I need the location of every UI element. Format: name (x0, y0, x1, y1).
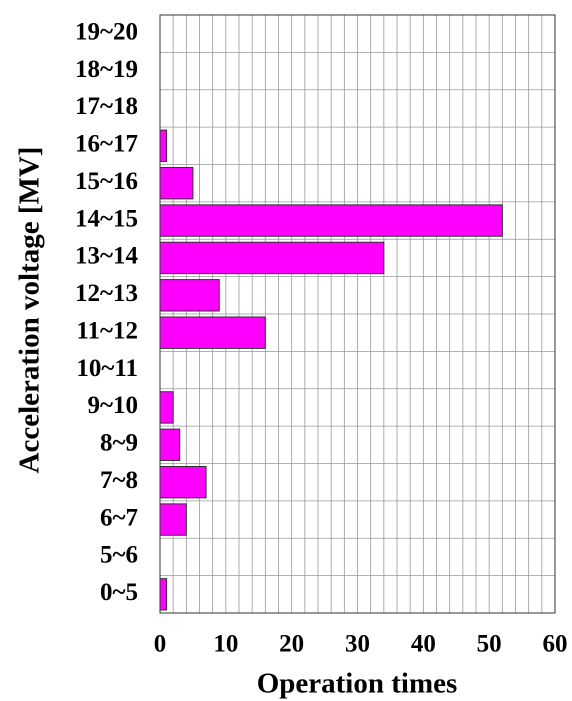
y-tick-label: 13~14 (75, 243, 139, 270)
x-tick-label: 50 (477, 631, 502, 658)
bar (159, 503, 187, 536)
y-tick-label: 8~9 (100, 430, 138, 457)
bar (159, 465, 207, 499)
x-axis-title: Operation times (257, 668, 458, 700)
x-tick-label: 0 (154, 631, 167, 658)
x-tick-label: 20 (279, 631, 304, 658)
bar (159, 391, 174, 424)
y-tick-label: 18~19 (75, 56, 138, 83)
y-tick-label: 10~11 (76, 355, 138, 382)
x-tick-label: 30 (345, 631, 370, 658)
bar (159, 279, 220, 312)
plot-frame (159, 14, 556, 614)
y-tick-label: 14~15 (75, 205, 138, 232)
y-tick-label: 9~10 (87, 392, 138, 419)
y-tick-label: 16~17 (75, 131, 138, 158)
bar (159, 166, 194, 200)
y-tick-label: 7~8 (100, 467, 138, 494)
y-tick-label: 15~16 (75, 168, 138, 195)
y-tick-label: 17~18 (75, 93, 138, 120)
y-tick-label: 0~5 (100, 579, 138, 606)
x-tick-label: 40 (411, 631, 436, 658)
y-tick-label: 19~20 (75, 18, 138, 45)
bar (159, 241, 385, 275)
x-tick-label: 60 (543, 631, 568, 658)
y-tick-label: 6~7 (100, 504, 138, 531)
bar (159, 578, 168, 611)
bar (159, 316, 266, 349)
bar (159, 129, 168, 163)
y-tick-label: 5~6 (100, 542, 138, 569)
bar (159, 204, 503, 237)
bar (159, 428, 181, 462)
y-axis-title: Acceleration voltage [MV] (14, 147, 46, 474)
x-tick-label: 10 (213, 631, 238, 658)
y-tick-label: 12~13 (75, 280, 138, 307)
y-tick-label: 11~12 (76, 317, 138, 344)
